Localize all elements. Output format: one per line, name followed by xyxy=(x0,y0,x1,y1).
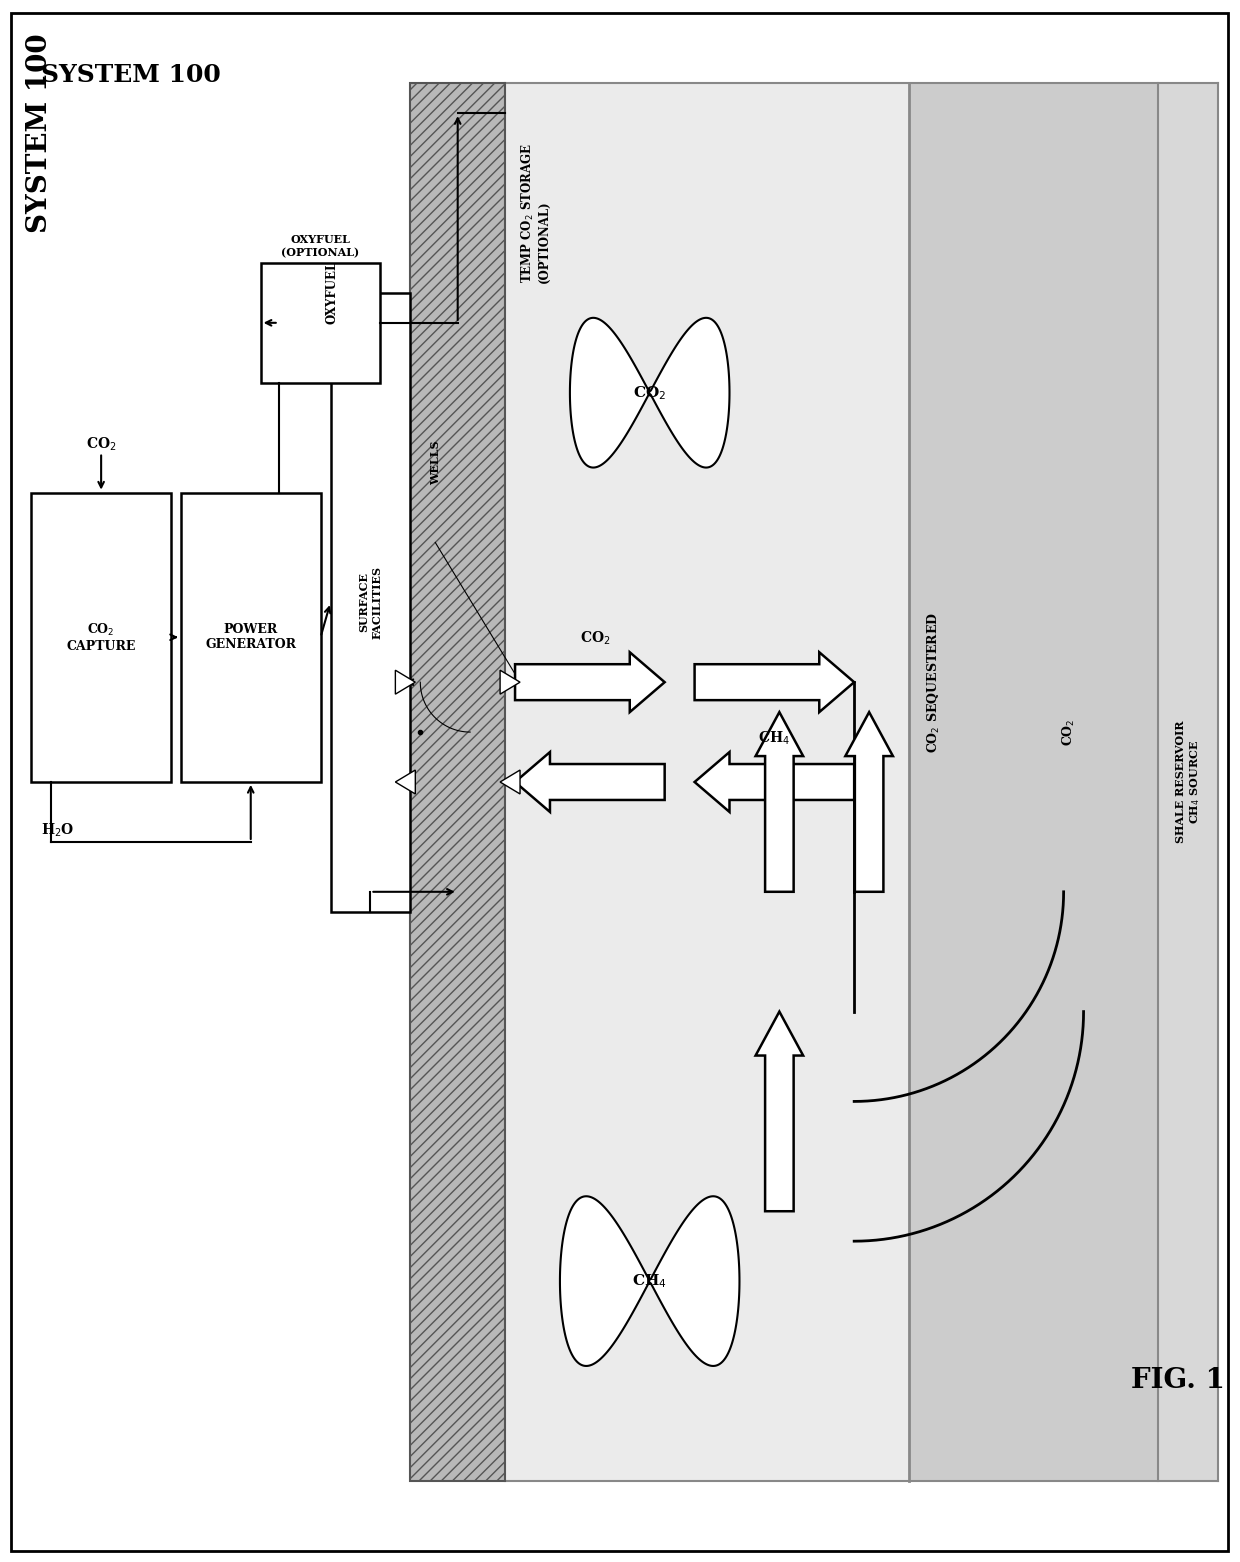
Text: CO$_2$
CAPTURE: CO$_2$ CAPTURE xyxy=(67,622,136,653)
Polygon shape xyxy=(396,670,415,694)
Text: CO$_2$: CO$_2$ xyxy=(1060,719,1076,747)
Text: OXYFUEL: OXYFUEL xyxy=(326,261,339,325)
Text: H$_2$O: H$_2$O xyxy=(41,822,74,839)
Text: CO$_2$: CO$_2$ xyxy=(634,384,666,401)
Text: POWER
GENERATOR: POWER GENERATOR xyxy=(206,623,296,651)
Text: CO$_2$: CO$_2$ xyxy=(579,629,610,647)
Text: SURFACE
FACILITIES: SURFACE FACILITIES xyxy=(358,565,382,639)
Bar xyxy=(909,83,1218,1481)
Polygon shape xyxy=(846,712,893,892)
Text: CO$_2$: CO$_2$ xyxy=(86,436,117,453)
Bar xyxy=(909,83,1218,1481)
Polygon shape xyxy=(755,1012,804,1211)
Text: CH$_4$: CH$_4$ xyxy=(632,1273,667,1290)
Polygon shape xyxy=(560,1196,739,1365)
Text: CH$_4$: CH$_4$ xyxy=(759,729,790,747)
Polygon shape xyxy=(515,653,665,712)
Bar xyxy=(505,83,909,1481)
Polygon shape xyxy=(755,712,804,892)
Text: TEMP CO$_2$ STORAGE
(OPTIONAL): TEMP CO$_2$ STORAGE (OPTIONAL) xyxy=(520,144,551,283)
Text: CO$_2$ SEQUESTERED: CO$_2$ SEQUESTERED xyxy=(926,612,942,753)
Polygon shape xyxy=(396,770,415,793)
Polygon shape xyxy=(500,770,520,793)
Bar xyxy=(331,292,410,912)
Text: SYSTEM 100: SYSTEM 100 xyxy=(26,33,53,233)
Text: SYSTEM 100: SYSTEM 100 xyxy=(41,64,221,87)
Polygon shape xyxy=(500,670,520,694)
Bar xyxy=(1158,83,1218,1481)
Text: FIG. 1: FIG. 1 xyxy=(1131,1367,1225,1395)
Polygon shape xyxy=(694,751,854,812)
Text: OXYFUEL
(OPTIONAL): OXYFUEL (OPTIONAL) xyxy=(281,234,360,258)
Bar xyxy=(181,492,321,783)
Bar xyxy=(410,83,505,1481)
Text: WELLS: WELLS xyxy=(430,440,440,484)
Bar xyxy=(260,262,381,383)
Text: SHALE RESERVOIR
CH$_4$ SOURCE: SHALE RESERVOIR CH$_4$ SOURCE xyxy=(1176,720,1202,843)
Polygon shape xyxy=(694,653,854,712)
Polygon shape xyxy=(570,317,729,467)
Polygon shape xyxy=(515,751,665,812)
Bar xyxy=(31,492,171,783)
